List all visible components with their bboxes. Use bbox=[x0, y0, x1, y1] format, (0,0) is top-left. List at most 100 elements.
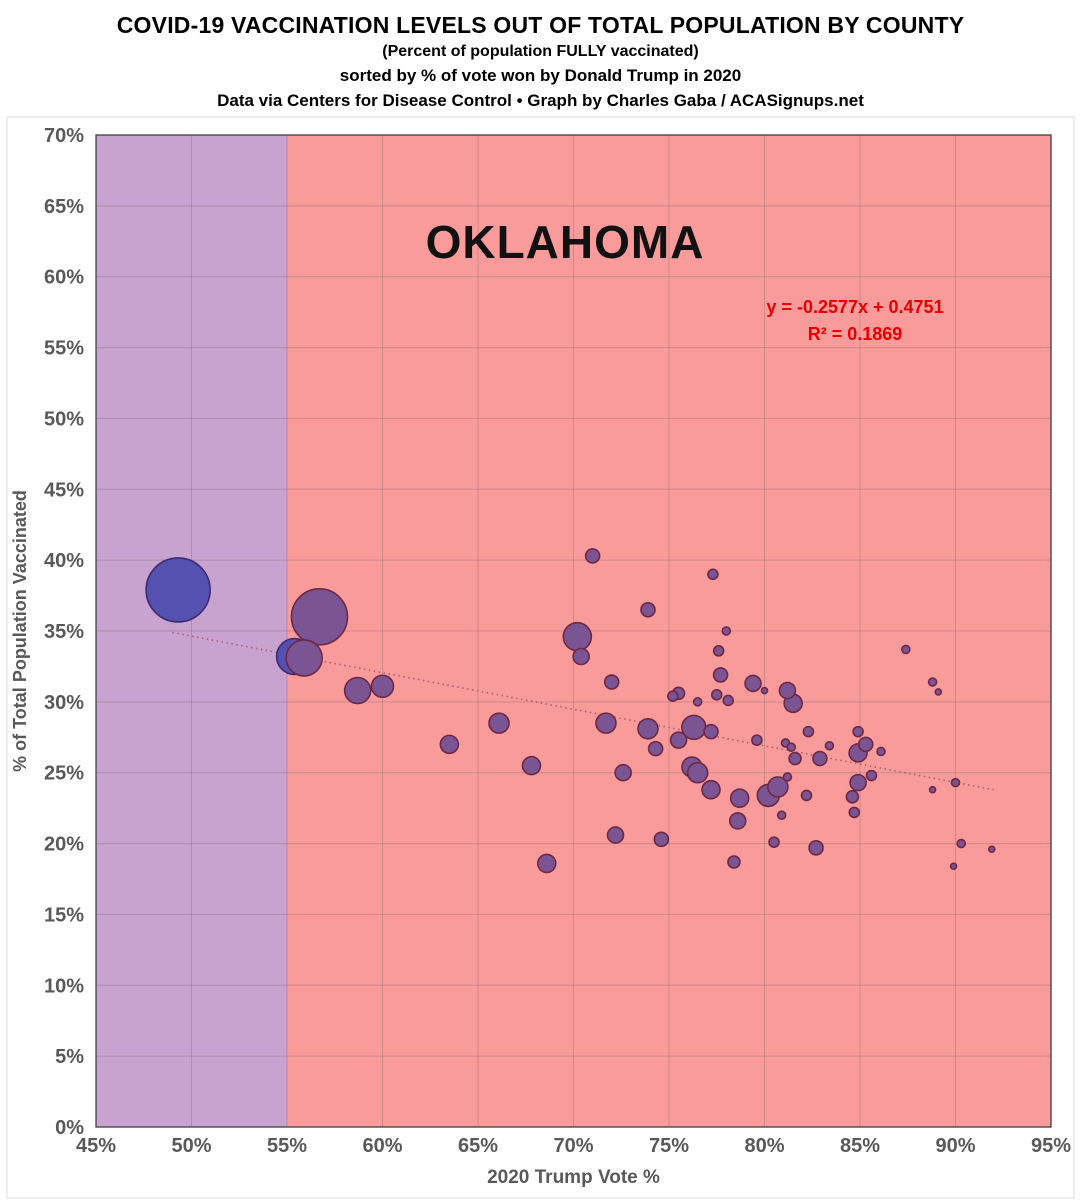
county-bubble bbox=[808, 840, 824, 856]
county-bubble bbox=[290, 588, 349, 646]
county-bubble bbox=[744, 674, 762, 693]
county-bubble bbox=[712, 667, 729, 683]
county-bubble bbox=[640, 601, 656, 618]
y-axis-title: % of Total Population Vaccinated bbox=[10, 490, 30, 772]
x-tick-label: 85% bbox=[840, 1135, 880, 1157]
county-bubble bbox=[614, 763, 632, 782]
county-bubble bbox=[603, 674, 620, 690]
county-bubble bbox=[488, 712, 510, 734]
county-bubble bbox=[934, 688, 943, 696]
county-bubble bbox=[536, 853, 557, 874]
county-bubble bbox=[876, 746, 886, 757]
county-bubble bbox=[439, 734, 460, 755]
county-bubble bbox=[145, 557, 211, 623]
x-tick-label: 70% bbox=[553, 1135, 593, 1157]
county-bubble bbox=[928, 785, 937, 794]
county-bubble bbox=[721, 626, 732, 636]
county-bubble bbox=[768, 836, 780, 848]
x-tick-label: 55% bbox=[267, 1135, 307, 1157]
band-under-55-trump bbox=[96, 135, 287, 1127]
plot-border bbox=[95, 134, 1052, 1128]
x-tick-label: 80% bbox=[744, 1135, 784, 1157]
county-bubble bbox=[987, 845, 996, 854]
y-tick-label: 25% bbox=[44, 763, 84, 785]
county-bubble bbox=[776, 810, 787, 821]
y-tick-label: 55% bbox=[44, 338, 84, 360]
y-tick-label: 20% bbox=[44, 834, 84, 856]
county-bubble bbox=[788, 751, 802, 766]
x-tick-label: 75% bbox=[649, 1135, 689, 1157]
main-title: COVID-19 VACCINATION LEVELS OUT OF TOTAL… bbox=[116, 12, 965, 38]
county-bubble bbox=[370, 674, 395, 699]
county-bubble bbox=[707, 568, 719, 581]
county-bubble bbox=[802, 725, 815, 738]
county-bubble bbox=[786, 742, 797, 753]
county-bubble bbox=[852, 725, 864, 738]
county-bubble bbox=[800, 789, 813, 802]
county-bubble bbox=[767, 776, 789, 798]
county-bubble bbox=[812, 750, 828, 767]
x-tick-label: 65% bbox=[458, 1135, 498, 1157]
county-bubble bbox=[778, 681, 797, 700]
county-bubble bbox=[710, 688, 723, 701]
y-tick-label: 60% bbox=[44, 267, 84, 289]
county-bubble bbox=[701, 779, 721, 800]
y-tick-label: 5% bbox=[55, 1046, 84, 1068]
county-bubble bbox=[927, 677, 938, 687]
r-squared-label: R² = 0.1869 bbox=[808, 324, 903, 344]
county-bubble bbox=[343, 676, 372, 705]
county-bubble bbox=[848, 806, 861, 819]
x-tick-label: 90% bbox=[935, 1135, 975, 1157]
sort-note: sorted by % of vote won by Donald Trump … bbox=[339, 66, 742, 85]
county-bubble bbox=[956, 838, 967, 849]
county-bubble bbox=[729, 788, 750, 809]
county-bubble bbox=[760, 686, 769, 695]
county-bubble bbox=[849, 773, 867, 792]
y-tick-label: 30% bbox=[44, 692, 84, 714]
county-bubble bbox=[727, 855, 741, 869]
y-tick-label: 35% bbox=[44, 621, 84, 643]
x-tick-label: 50% bbox=[171, 1135, 211, 1157]
x-tick-label: 60% bbox=[362, 1135, 402, 1157]
county-bubble bbox=[595, 712, 617, 734]
x-tick-label: 95% bbox=[1031, 1135, 1071, 1157]
county-bubble bbox=[562, 621, 593, 652]
county-bubble bbox=[686, 761, 709, 784]
y-tick-label: 65% bbox=[44, 196, 84, 218]
subtitle: (Percent of population FULLY vaccinated) bbox=[382, 43, 699, 60]
band-over-55-trump bbox=[287, 135, 1051, 1127]
y-tick-label: 10% bbox=[44, 975, 84, 997]
county-bubble bbox=[653, 831, 670, 848]
county-bubble bbox=[606, 826, 625, 844]
county-bubble bbox=[667, 690, 679, 702]
chart-header: COVID-19 VACCINATION LEVELS OUT OF TOTAL… bbox=[0, 0, 1081, 111]
county-bubble bbox=[637, 717, 659, 740]
state-title: OKLAHOMA bbox=[426, 216, 705, 268]
chart-frame bbox=[6, 116, 1075, 1199]
county-bubble bbox=[949, 862, 958, 871]
county-bubble bbox=[572, 647, 590, 666]
county-bubble bbox=[728, 812, 747, 830]
trendline-equation: y = -0.2577x + 0.4751 bbox=[766, 297, 943, 317]
county-bubble bbox=[722, 694, 735, 707]
county-bubble bbox=[901, 644, 911, 655]
county-bubble bbox=[782, 772, 793, 782]
county-bubble bbox=[669, 731, 688, 749]
credit-line: Data via Centers for Disease Control • G… bbox=[217, 91, 864, 110]
county-bubble bbox=[845, 790, 860, 804]
county-bubble bbox=[692, 697, 703, 707]
county-bubble bbox=[857, 736, 874, 753]
x-axis-title: 2020 Trump Vote % bbox=[487, 1167, 660, 1188]
county-bubble bbox=[712, 645, 725, 657]
county-bubble bbox=[521, 755, 542, 776]
x-tick-label: 45% bbox=[76, 1135, 116, 1157]
county-bubble bbox=[865, 769, 878, 782]
y-tick-label: 40% bbox=[44, 550, 84, 572]
county-bubble bbox=[703, 723, 719, 740]
county-bubble bbox=[824, 740, 835, 751]
y-tick-label: 50% bbox=[44, 408, 84, 430]
y-tick-label: 15% bbox=[44, 904, 84, 926]
y-tick-label: 45% bbox=[44, 479, 84, 501]
